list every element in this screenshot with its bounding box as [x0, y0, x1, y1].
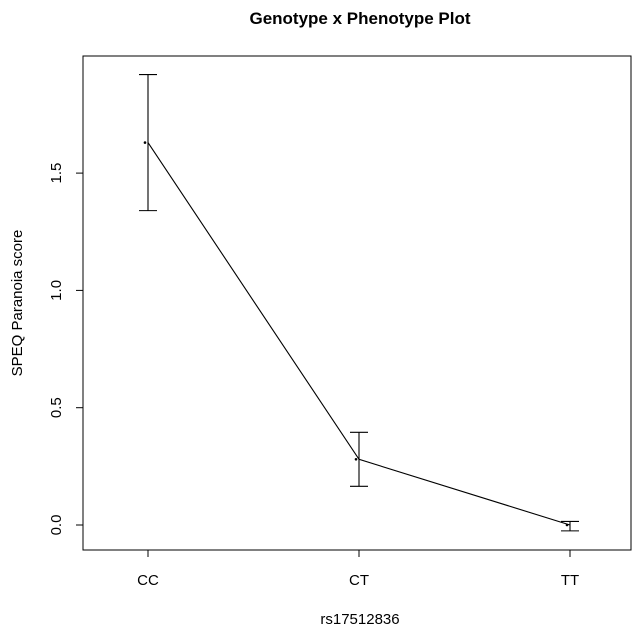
x-tick-label: CC [137, 572, 159, 589]
x-tick-label: CT [349, 572, 369, 589]
mean-point [565, 523, 569, 527]
y-tick-label: 0.0 [48, 515, 65, 536]
y-tick-label: 0.5 [48, 397, 65, 418]
series-layer [139, 74, 579, 532]
chart-title: Genotype x Phenotype Plot [249, 9, 470, 28]
mean-point [143, 141, 147, 144]
x-axis-label: rs17512836 [320, 611, 399, 628]
x-axis: CC CT TT [137, 550, 579, 589]
y-tick-label: 1.0 [48, 280, 65, 301]
plot-frame [82, 55, 632, 551]
y-tick-label: 1.5 [48, 163, 65, 184]
y-axis-label: SPEQ Paranoia score [9, 230, 26, 377]
mean-point [354, 458, 358, 461]
y-axis: 0.0 0.5 1.0 1.5 [48, 163, 83, 536]
x-tick-label: TT [561, 572, 579, 589]
